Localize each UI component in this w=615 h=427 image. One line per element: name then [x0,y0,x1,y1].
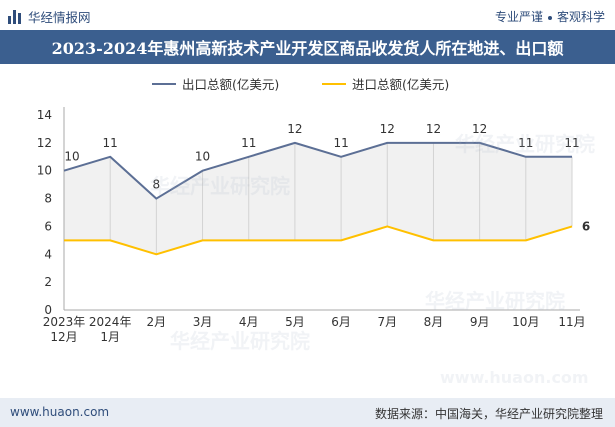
x-tick-label: 3月 [193,315,213,329]
x-tick-label: 10月 [512,315,539,329]
y-tick-label: 0 [44,303,52,317]
area-band [64,142,572,255]
top-bar: 华经情报网 专业严谨 客观科学 [0,0,615,30]
chart-title: 2023-2024年惠州高新技术产业开发区商品收发货人所在地进、出口额 [51,39,564,58]
x-tick-label: 2023年 [43,315,86,329]
y-tick-label: 6 [44,219,52,233]
tagline-right: 客观科学 [556,10,605,24]
footer-website: www.huaon.com [10,405,110,419]
data-label-export: 11 [241,136,256,150]
series-line-import [64,225,573,256]
x-tick-label: 6月 [331,315,351,329]
legend-label-import: 进口总额(亿美元) [352,77,450,92]
tagline: 专业严谨 客观科学 [495,8,605,25]
y-tick-label: 8 [44,192,52,206]
footer-source: 数据来源：中国海关，华经产业研究院整理 [374,407,603,421]
legend-label-export: 出口总额(亿美元) [182,77,280,92]
y-tick-label: 14 [37,108,52,122]
brand: 华经情报网 [8,7,91,26]
data-label-export: 11 [564,136,579,150]
x-tick-label: 12月 [50,330,77,344]
data-label-export: 10 [64,150,79,164]
data-label-export: 12 [380,122,395,136]
legend: 出口总额(亿美元) 进口总额(亿美元) [0,74,615,92]
footer: www.huaon.com 数据来源：中国海关，华经产业研究院整理 [0,398,615,427]
x-tick-label: 2024年 [89,315,132,329]
x-tick-label: 8月 [424,315,444,329]
data-label-export: 11 [333,136,348,150]
y-tick-label: 4 [44,247,52,261]
series-line-export [63,141,572,200]
data-label-export: 10 [195,150,210,164]
y-tick-label: 10 [37,164,52,178]
data-label-export: 12 [472,122,487,136]
x-tick-label: 4月 [239,315,259,329]
legend-swatch-import [322,82,346,85]
bar-chart-logo-icon [8,9,22,24]
dot-icon [547,15,552,20]
data-label-export: 11 [518,136,533,150]
data-label-export: 12 [287,122,302,136]
x-tick-label: 2月 [147,315,167,329]
data-label-export: 11 [103,136,118,150]
legend-item-import: 进口总额(亿美元) [322,74,449,93]
legend-swatch-export [152,82,176,85]
y-tick-label: 12 [37,136,52,150]
data-label-export: 8 [153,178,161,192]
legend-item-export: 出口总额(亿美元) [152,74,279,93]
x-tick-label: 7月 [377,315,397,329]
x-tick-label: 11月 [558,315,585,329]
x-tick-label: 9月 [470,315,490,329]
tagline-left: 专业严谨 [494,10,543,24]
y-tick-label: 2 [44,275,52,289]
x-tick-label: 5月 [285,315,305,329]
brand-name: 华经情报网 [28,10,91,25]
x-tick-label: 1月 [100,330,120,344]
data-label-export: 12 [426,122,441,136]
data-label-import: 6 [582,219,590,233]
chart-title-bar: 2023-2024年惠州高新技术产业开发区商品收发货人所在地进、出口额 [0,30,615,64]
